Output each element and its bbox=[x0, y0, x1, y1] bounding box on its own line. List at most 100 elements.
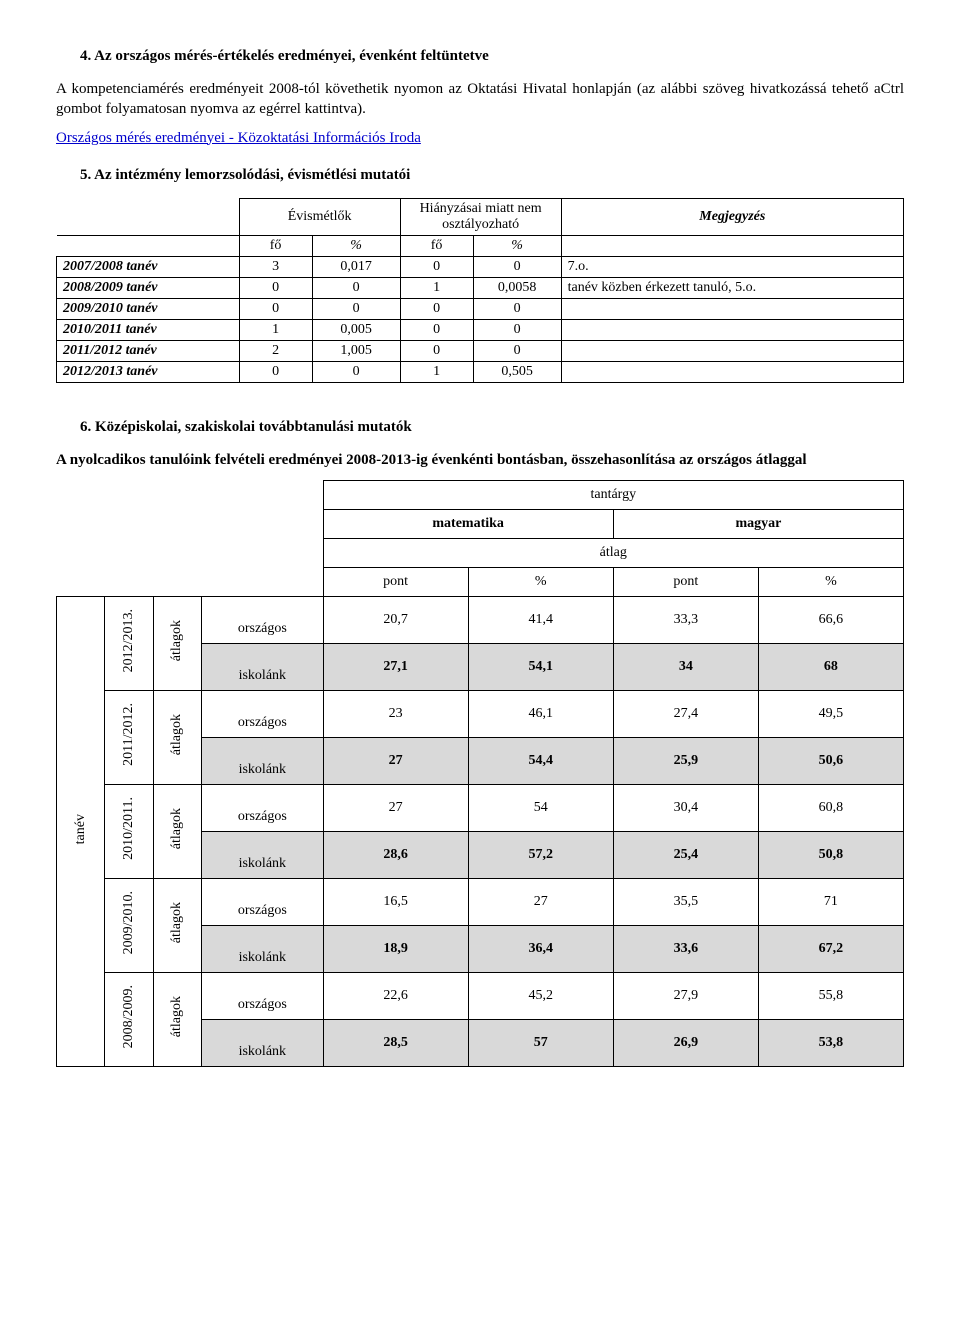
table-cell: 0 bbox=[473, 256, 561, 277]
table-row-label: 2011/2012 tanév bbox=[57, 340, 240, 361]
header-matematika: matematika bbox=[323, 509, 613, 538]
table-cell: 26,9 bbox=[613, 1019, 758, 1066]
table-cell: 54,1 bbox=[468, 643, 613, 690]
table-cell: 54,4 bbox=[468, 737, 613, 784]
table-cell: 50,6 bbox=[758, 737, 903, 784]
table-cell: 60,8 bbox=[758, 784, 903, 831]
table-cell: 66,6 bbox=[758, 596, 903, 643]
table-cell: 0,017 bbox=[312, 256, 400, 277]
col-header-megjegyzes: Megjegyzés bbox=[561, 198, 903, 235]
table-cell: 27,4 bbox=[613, 690, 758, 737]
table-cell: 27 bbox=[323, 784, 468, 831]
table-cell: 46,1 bbox=[468, 690, 613, 737]
table-cell-note bbox=[561, 319, 903, 340]
header-tantargy: tantárgy bbox=[323, 480, 903, 509]
table-cell-note bbox=[561, 361, 903, 382]
table-cell: 1 bbox=[400, 361, 473, 382]
unit-fo: fő bbox=[400, 235, 473, 256]
table-cell: 53,8 bbox=[758, 1019, 903, 1066]
vlabel-year: 2008/2009. bbox=[105, 972, 153, 1066]
table-cell: 16,5 bbox=[323, 878, 468, 925]
header-atlag: átlag bbox=[323, 538, 903, 567]
table-cell: 34 bbox=[613, 643, 758, 690]
lemorzsolodas-table: Évismétlők Hiányzásai miatt nem osztályo… bbox=[56, 198, 904, 383]
table-cell: 0 bbox=[473, 298, 561, 319]
table-cell: 33,6 bbox=[613, 925, 758, 972]
table-cell: 27,1 bbox=[323, 643, 468, 690]
table-row-label: 2007/2008 tanév bbox=[57, 256, 240, 277]
table-cell: 18,9 bbox=[323, 925, 468, 972]
table-cell: 0 bbox=[312, 277, 400, 298]
header-pont: pont bbox=[323, 567, 468, 596]
section4-paragraph: A kompetenciamérés eredményeit 2008-tól … bbox=[56, 79, 904, 120]
table-cell: 55,8 bbox=[758, 972, 903, 1019]
row-orszagos: országos bbox=[202, 596, 324, 643]
table-cell: 0,0058 bbox=[473, 277, 561, 298]
header-magyar: magyar bbox=[613, 509, 903, 538]
table-row-label: 2009/2010 tanév bbox=[57, 298, 240, 319]
table-cell: 71 bbox=[758, 878, 903, 925]
table-cell: 0 bbox=[400, 298, 473, 319]
table-cell: 0 bbox=[473, 319, 561, 340]
table-cell: 0 bbox=[312, 361, 400, 382]
table-cell-note bbox=[561, 340, 903, 361]
table-cell: 41,4 bbox=[468, 596, 613, 643]
row-iskolank: iskolánk bbox=[202, 1019, 324, 1066]
col-header-evismetlok: Évismétlők bbox=[239, 198, 400, 235]
vlabel-atlagok: átlagok bbox=[153, 690, 201, 784]
table-cell: 3 bbox=[239, 256, 312, 277]
row-iskolank: iskolánk bbox=[202, 831, 324, 878]
table-row-label: 2010/2011 tanév bbox=[57, 319, 240, 340]
header-pont: pont bbox=[613, 567, 758, 596]
table-cell: 45,2 bbox=[468, 972, 613, 1019]
unit-fo: fő bbox=[239, 235, 312, 256]
table-cell: 20,7 bbox=[323, 596, 468, 643]
table-cell: 30,4 bbox=[613, 784, 758, 831]
table-cell: 28,6 bbox=[323, 831, 468, 878]
table-cell: 1,005 bbox=[312, 340, 400, 361]
table-cell: 0 bbox=[473, 340, 561, 361]
row-iskolank: iskolánk bbox=[202, 925, 324, 972]
col-header-hianyzasai: Hiányzásai miatt nem osztályozható bbox=[400, 198, 561, 235]
table-cell: 33,3 bbox=[613, 596, 758, 643]
table-cell: 0,005 bbox=[312, 319, 400, 340]
table-cell: 57,2 bbox=[468, 831, 613, 878]
table-cell: 0 bbox=[239, 361, 312, 382]
table-cell: 0 bbox=[239, 298, 312, 319]
table-cell: 22,6 bbox=[323, 972, 468, 1019]
unit-percent: % bbox=[473, 235, 561, 256]
table-cell-note: 7.o. bbox=[561, 256, 903, 277]
vlabel-atlagok: átlagok bbox=[153, 596, 201, 690]
table-cell: 25,9 bbox=[613, 737, 758, 784]
orszagos-meres-link[interactable]: Országos mérés eredményei - Közoktatási … bbox=[56, 130, 421, 146]
table-cell: 27,9 bbox=[613, 972, 758, 1019]
section6-paragraph: A nyolcadikos tanulóink felvételi eredmé… bbox=[56, 450, 904, 470]
header-percent: % bbox=[758, 567, 903, 596]
table-cell: 1 bbox=[400, 277, 473, 298]
table-cell: 0,505 bbox=[473, 361, 561, 382]
table-cell: 36,4 bbox=[468, 925, 613, 972]
table-cell: 27 bbox=[323, 737, 468, 784]
vlabel-atlagok: átlagok bbox=[153, 784, 201, 878]
vlabel-year: 2011/2012. bbox=[105, 690, 153, 784]
table-cell-note bbox=[561, 298, 903, 319]
table-cell: 23 bbox=[323, 690, 468, 737]
row-iskolank: iskolánk bbox=[202, 643, 324, 690]
table-cell: 28,5 bbox=[323, 1019, 468, 1066]
table-cell: 27 bbox=[468, 878, 613, 925]
table-cell: 54 bbox=[468, 784, 613, 831]
vlabel-year: 2009/2010. bbox=[105, 878, 153, 972]
table-row-label: 2008/2009 tanév bbox=[57, 277, 240, 298]
row-orszagos: országos bbox=[202, 972, 324, 1019]
table-row-label: 2012/2013 tanév bbox=[57, 361, 240, 382]
table-cell: 0 bbox=[312, 298, 400, 319]
row-orszagos: országos bbox=[202, 878, 324, 925]
row-orszagos: országos bbox=[202, 690, 324, 737]
table-cell: 2 bbox=[239, 340, 312, 361]
section5-heading: 5. Az intézmény lemorzsolódási, évismétl… bbox=[56, 167, 904, 184]
row-iskolank: iskolánk bbox=[202, 737, 324, 784]
header-percent: % bbox=[468, 567, 613, 596]
unit-percent: % bbox=[312, 235, 400, 256]
section4-heading: 4. Az országos mérés-értékelés eredménye… bbox=[56, 48, 904, 65]
table-cell: 50,8 bbox=[758, 831, 903, 878]
